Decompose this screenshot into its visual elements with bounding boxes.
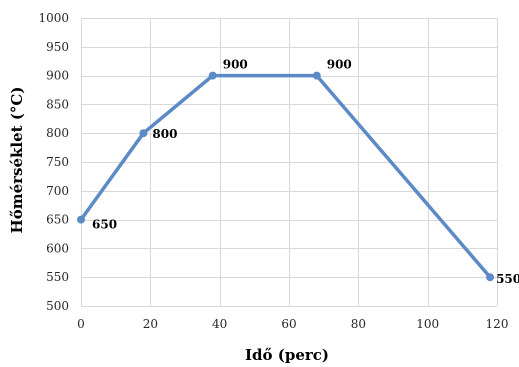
data-point [139, 129, 148, 138]
y-tick-label: 800 [46, 126, 69, 140]
tick-labels: 500 550 600 650 700 750 800 850 900 950 1000 0 20 40 6… [38, 11, 508, 331]
y-tick-label: 700 [46, 184, 69, 198]
x-tick-label: 0 [77, 317, 85, 331]
data-point [208, 71, 217, 80]
y-axis-title: Hőmérséklet (°C) [8, 87, 26, 234]
x-axis-title: Idő (perc) [245, 346, 329, 364]
x-tick-label: 100 [416, 317, 439, 331]
data-labels: 650 800 900 900 550 [92, 58, 519, 287]
y-tick-label: 650 [46, 213, 69, 227]
x-tick-label: 120 [486, 317, 509, 331]
series [77, 71, 495, 282]
data-label: 900 [223, 58, 248, 72]
y-tick-label: 850 [46, 97, 69, 111]
x-tick-label: 20 [143, 317, 158, 331]
y-tick-label: 500 [46, 299, 69, 313]
y-tick-label: 750 [46, 155, 69, 169]
data-point [312, 71, 321, 80]
y-tick-label: 950 [46, 40, 69, 54]
grid [81, 18, 498, 307]
data-label: 800 [152, 127, 177, 141]
data-label: 650 [92, 218, 117, 232]
x-tick-label: 60 [281, 317, 296, 331]
data-label: 900 [327, 58, 352, 72]
data-label: 550 [496, 272, 519, 286]
y-tick-label: 550 [46, 270, 69, 284]
x-tick-label: 80 [351, 317, 366, 331]
y-tick-label: 900 [46, 69, 69, 83]
y-tick-label: 1000 [38, 11, 69, 25]
data-point [486, 273, 495, 282]
x-tick-label: 40 [212, 317, 227, 331]
data-point [77, 215, 85, 224]
y-tick-label: 600 [46, 241, 69, 255]
